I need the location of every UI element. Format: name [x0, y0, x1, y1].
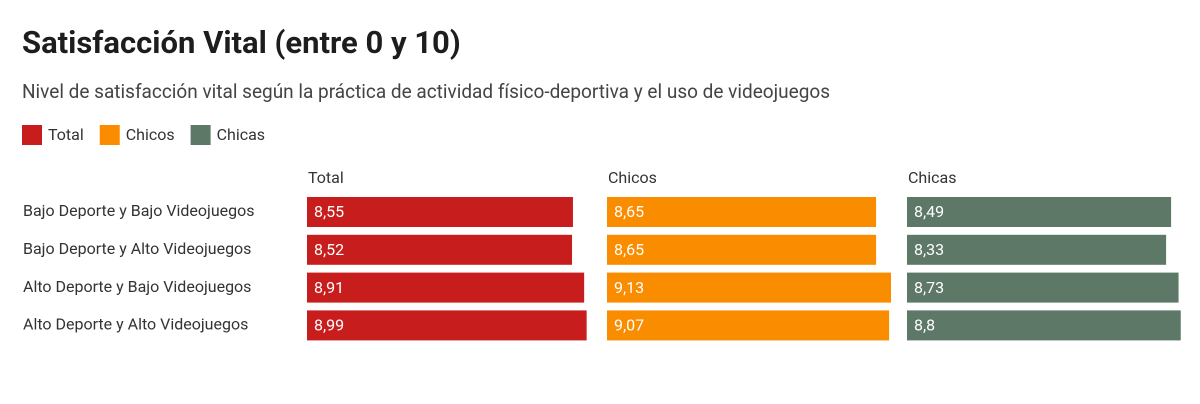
legend-label: Chicos	[126, 125, 175, 144]
category-label: Alto Deporte y Bajo Videojuegos	[23, 277, 251, 296]
legend-swatch	[190, 125, 211, 145]
bar	[607, 197, 877, 227]
category-label: Bajo Deporte y Alto Videojuegos	[23, 239, 251, 258]
value-label: 8,65	[614, 240, 644, 259]
column-header: Chicos	[608, 168, 657, 187]
column-header: Total	[308, 168, 344, 187]
value-label: 8,73	[914, 278, 944, 297]
legend-swatch	[99, 125, 120, 145]
bar	[907, 310, 1181, 341]
category-label: Alto Deporte y Alto Videojuegos	[23, 315, 248, 334]
bar	[307, 272, 585, 303]
bar	[307, 197, 573, 227]
legend-label: Chicas	[217, 125, 265, 144]
legend-label: Total	[48, 125, 84, 144]
bar	[307, 234, 573, 265]
bar	[607, 310, 890, 341]
bar	[907, 197, 1172, 227]
value-label: 8,52	[314, 240, 344, 259]
value-label: 8,91	[314, 278, 344, 297]
bar	[907, 272, 1179, 303]
column-header: Chicas	[908, 168, 956, 187]
bar	[307, 310, 587, 341]
bar	[607, 234, 877, 265]
value-label: 8,8	[914, 316, 935, 335]
value-label: 8,33	[914, 240, 944, 259]
bar	[907, 234, 1167, 265]
chart-subtitle: Nivel de satisfacción vital según la prá…	[22, 80, 830, 103]
value-label: 9,07	[614, 316, 644, 335]
value-label: 9,13	[614, 278, 644, 297]
chart-title: Satisfacción Vital (entre 0 y 10)	[22, 24, 461, 61]
value-label: 8,65	[614, 202, 644, 221]
value-label: 8,49	[914, 202, 944, 221]
legend-swatch	[22, 125, 42, 145]
value-label: 8,55	[314, 202, 344, 221]
category-label: Bajo Deporte y Bajo Videojuegos	[23, 201, 255, 220]
value-label: 8,99	[314, 316, 344, 335]
bar	[607, 272, 891, 303]
